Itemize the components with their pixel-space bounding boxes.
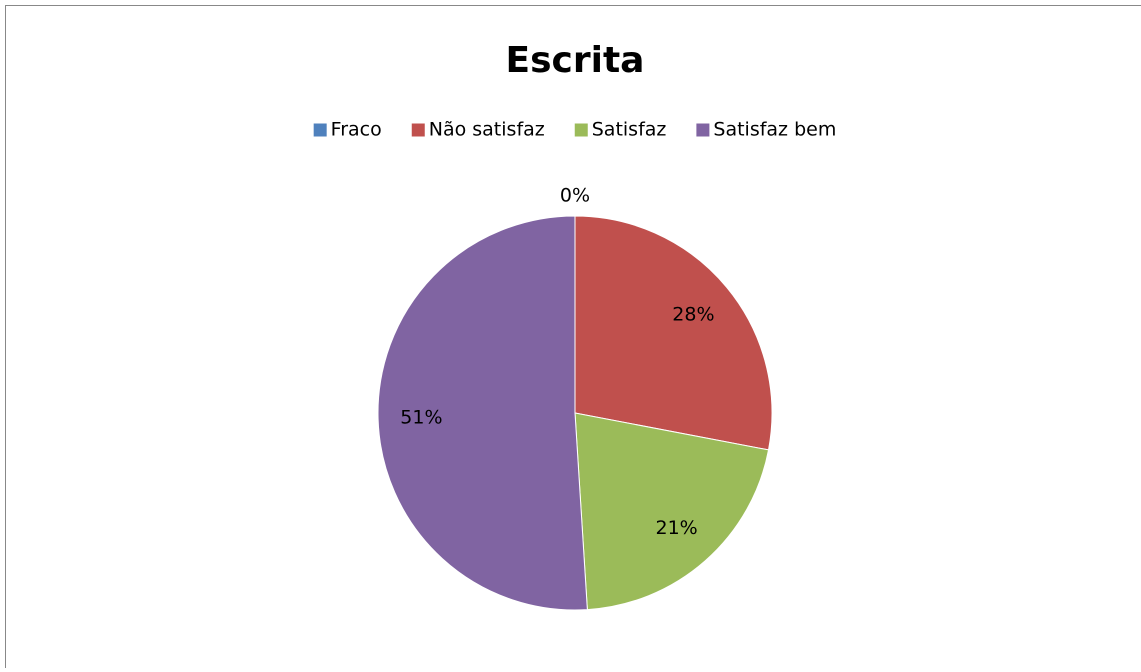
- legend-swatch: [575, 124, 588, 137]
- legend-label: Satisfaz: [592, 119, 667, 141]
- data-label: 0%: [560, 185, 590, 207]
- legend-swatch: [314, 124, 327, 137]
- legend-label: Fraco: [331, 119, 382, 141]
- legend-label: Satisfaz bem: [713, 119, 836, 141]
- data-label: 51%: [400, 406, 442, 428]
- legend-label: Não satisfaz: [429, 119, 545, 141]
- data-label: 28%: [672, 304, 714, 326]
- legend-swatch: [696, 124, 709, 137]
- data-label: 21%: [656, 517, 698, 539]
- chart-title: Escrita: [506, 40, 645, 81]
- legend-swatch: [412, 124, 425, 137]
